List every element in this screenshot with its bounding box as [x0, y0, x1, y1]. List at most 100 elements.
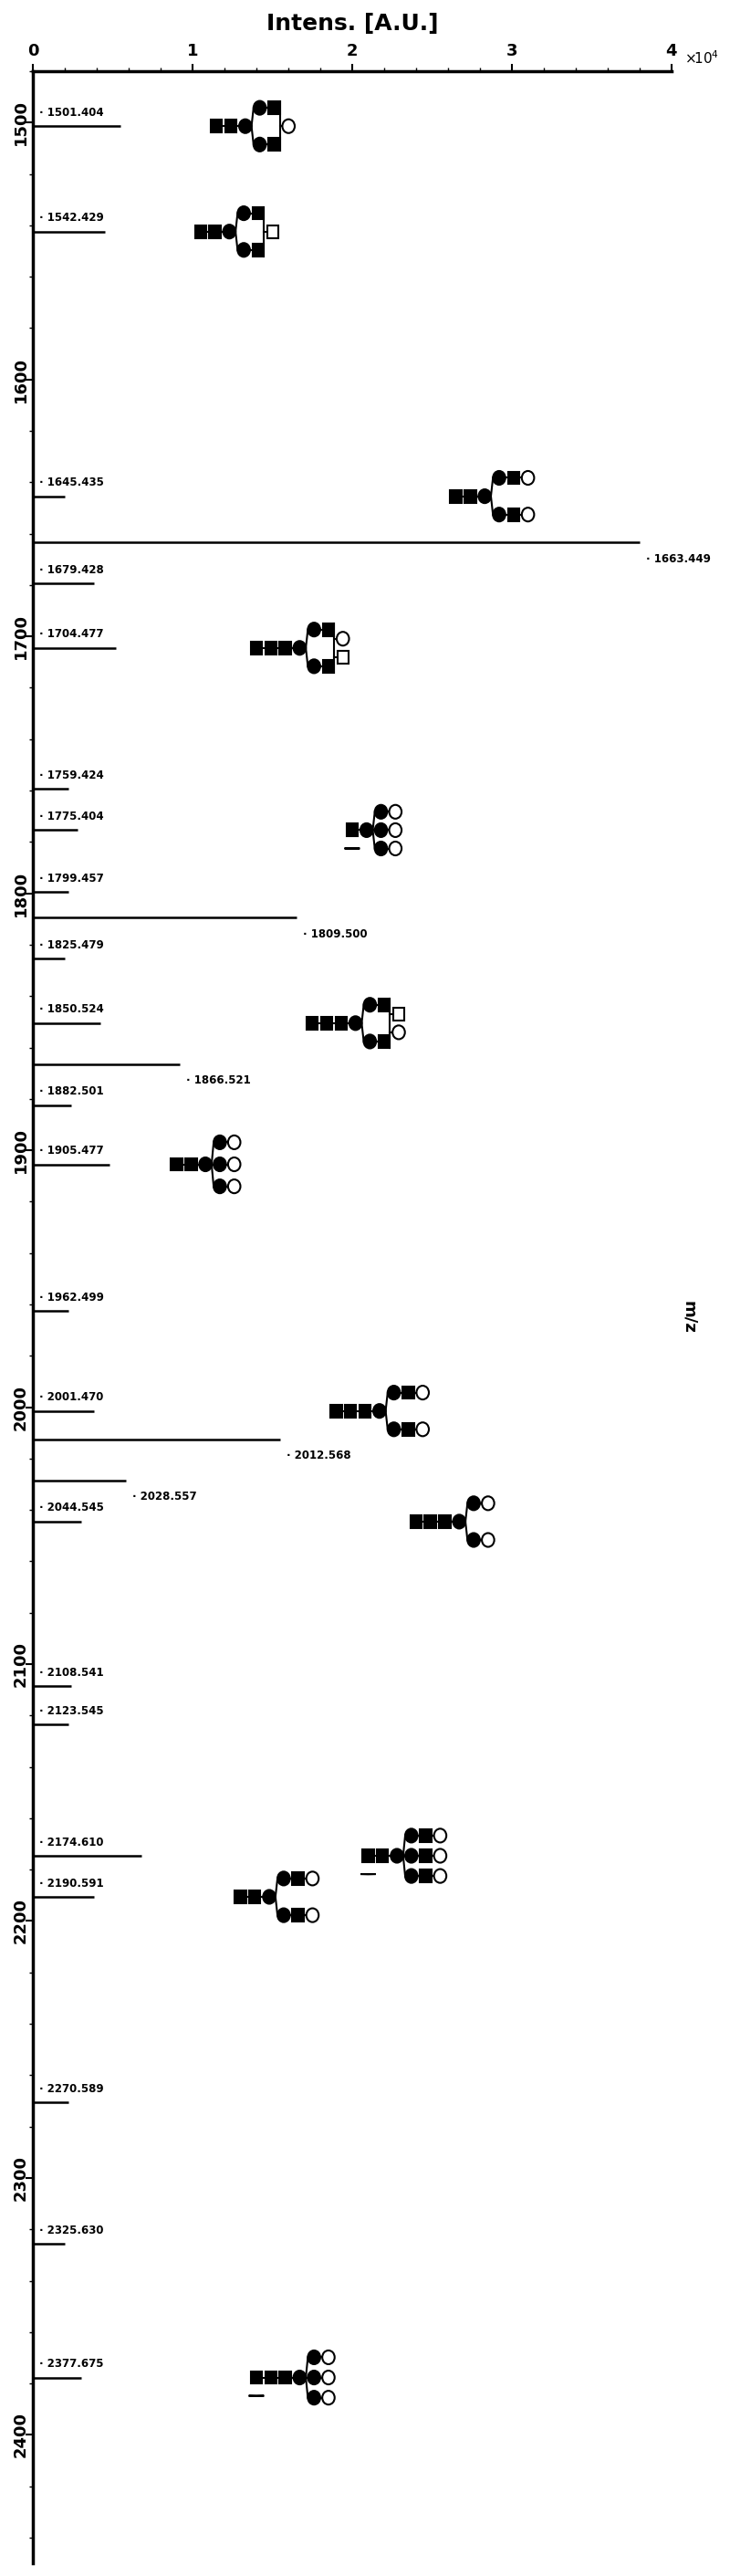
Bar — [280, 641, 291, 654]
Ellipse shape — [522, 507, 534, 520]
Ellipse shape — [322, 2349, 334, 2365]
Ellipse shape — [479, 489, 491, 502]
Bar — [185, 1159, 196, 1170]
Text: · 1809.500: · 1809.500 — [303, 927, 367, 940]
Ellipse shape — [434, 1850, 446, 1862]
Bar — [331, 1404, 342, 1417]
Ellipse shape — [253, 100, 266, 116]
Bar — [226, 121, 237, 131]
Bar — [265, 641, 277, 654]
Text: · 2325.630: · 2325.630 — [39, 2223, 104, 2236]
Text: · 2190.591: · 2190.591 — [39, 1878, 104, 1888]
Ellipse shape — [482, 1497, 494, 1510]
Ellipse shape — [364, 1036, 376, 1048]
Ellipse shape — [228, 1180, 240, 1193]
Text: · 1905.477: · 1905.477 — [39, 1144, 104, 1157]
Ellipse shape — [389, 824, 402, 837]
Y-axis label: m/z: m/z — [680, 1301, 696, 1334]
Ellipse shape — [405, 1850, 418, 1862]
Ellipse shape — [308, 2349, 320, 2365]
Ellipse shape — [199, 1157, 212, 1172]
Bar — [323, 659, 334, 672]
Bar — [265, 2370, 277, 2383]
Text: · 1542.429: · 1542.429 — [39, 211, 104, 224]
Ellipse shape — [389, 804, 402, 819]
Bar — [393, 1007, 404, 1020]
Bar — [420, 1850, 431, 1862]
Text: · 2270.589: · 2270.589 — [39, 2084, 104, 2094]
Text: · 1645.435: · 1645.435 — [39, 477, 104, 489]
Bar — [337, 652, 348, 665]
Text: · 2174.610: · 2174.610 — [39, 1837, 104, 1847]
Ellipse shape — [374, 824, 387, 837]
Ellipse shape — [467, 1497, 480, 1510]
Bar — [253, 245, 264, 255]
Text: · 2108.541: · 2108.541 — [39, 1667, 104, 1680]
Bar — [195, 224, 206, 237]
Text: · 1759.424: · 1759.424 — [39, 770, 104, 781]
Ellipse shape — [214, 1157, 226, 1172]
Ellipse shape — [405, 1829, 418, 1842]
Text: · 2028.557: · 2028.557 — [132, 1492, 196, 1502]
Bar — [250, 641, 262, 654]
Ellipse shape — [493, 507, 505, 520]
Bar — [323, 623, 334, 636]
Ellipse shape — [391, 1850, 403, 1862]
Bar — [253, 206, 264, 219]
Ellipse shape — [374, 804, 387, 819]
Bar — [362, 1850, 374, 1862]
Ellipse shape — [322, 2370, 334, 2385]
Text: · 2012.568: · 2012.568 — [287, 1450, 351, 1461]
Bar — [211, 121, 222, 131]
Ellipse shape — [228, 1136, 240, 1149]
Text: · 2044.545: · 2044.545 — [39, 1502, 104, 1515]
Text: · 1704.477: · 1704.477 — [39, 629, 104, 641]
Ellipse shape — [308, 623, 320, 636]
Bar — [321, 1018, 332, 1030]
Ellipse shape — [434, 1870, 446, 1883]
Ellipse shape — [214, 1136, 226, 1149]
Ellipse shape — [237, 206, 250, 219]
Bar — [267, 224, 278, 237]
Ellipse shape — [277, 1909, 290, 1922]
Ellipse shape — [388, 1386, 400, 1399]
Bar — [508, 507, 519, 520]
Ellipse shape — [417, 1386, 429, 1399]
Ellipse shape — [307, 1873, 319, 1886]
Bar — [250, 2370, 262, 2383]
Ellipse shape — [467, 1533, 480, 1546]
Bar — [439, 1515, 450, 1528]
Bar — [420, 1870, 431, 1883]
Text: · 2001.470: · 2001.470 — [39, 1391, 104, 1404]
Bar — [293, 1909, 304, 1922]
Ellipse shape — [253, 137, 266, 152]
Text: · 1501.404: · 1501.404 — [39, 106, 104, 118]
Ellipse shape — [417, 1422, 429, 1437]
Ellipse shape — [223, 224, 236, 240]
Ellipse shape — [453, 1515, 466, 1528]
Bar — [280, 2370, 291, 2383]
Ellipse shape — [364, 997, 376, 1012]
Ellipse shape — [388, 1422, 400, 1437]
Ellipse shape — [393, 1025, 405, 1038]
Ellipse shape — [405, 1870, 418, 1883]
X-axis label: Intens. [A.U.]: Intens. [A.U.] — [266, 13, 438, 33]
Bar — [379, 999, 390, 1012]
Text: · 2123.545: · 2123.545 — [39, 1705, 104, 1716]
Bar — [403, 1422, 414, 1435]
Bar — [210, 224, 220, 237]
Text: · 1825.479: · 1825.479 — [39, 940, 104, 951]
Bar — [269, 100, 280, 113]
Ellipse shape — [493, 471, 505, 484]
Ellipse shape — [374, 842, 387, 855]
Ellipse shape — [361, 824, 373, 837]
Ellipse shape — [350, 1018, 361, 1030]
Bar — [410, 1515, 422, 1528]
Bar — [235, 1891, 246, 1904]
Ellipse shape — [277, 1873, 290, 1886]
Ellipse shape — [482, 1533, 494, 1546]
Bar — [307, 1018, 318, 1030]
Ellipse shape — [522, 471, 534, 484]
Bar — [293, 1873, 304, 1886]
Bar — [335, 1018, 347, 1030]
